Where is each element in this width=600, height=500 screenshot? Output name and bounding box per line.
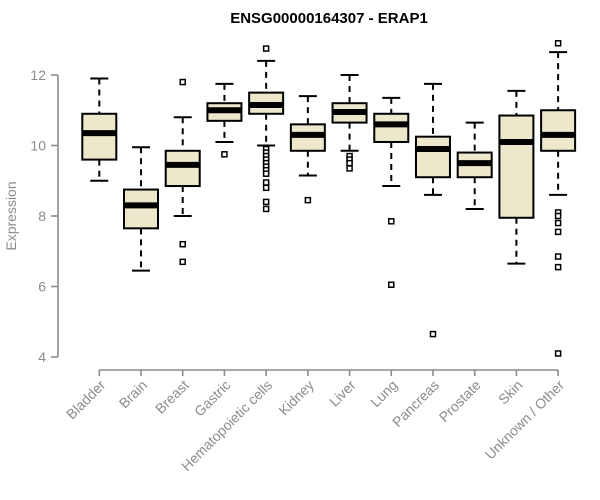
outlier-point bbox=[554, 263, 562, 271]
outlier-point bbox=[262, 205, 270, 213]
boxplot-liver bbox=[331, 74, 368, 172]
outlier-point bbox=[388, 218, 395, 225]
iqr-box bbox=[498, 114, 535, 219]
boxplots-layer bbox=[81, 40, 577, 357]
boxplot-bladder bbox=[81, 77, 118, 182]
outlier-point bbox=[179, 78, 186, 86]
y-tick-label: 6 bbox=[38, 279, 46, 295]
iqr-box bbox=[164, 149, 201, 188]
boxplot-hematopoietic-cells bbox=[248, 45, 285, 213]
y-tick-label: 10 bbox=[30, 138, 46, 154]
outlier-point bbox=[554, 212, 562, 220]
boxplot-unknown-other bbox=[540, 40, 577, 357]
boxplot-breast bbox=[164, 78, 201, 266]
outlier-point bbox=[554, 40, 562, 47]
outlier-point bbox=[221, 151, 228, 158]
outlier-point bbox=[262, 198, 270, 206]
chart-title: ENSG00000164307 - ERAP1 bbox=[230, 10, 428, 27]
outlier-point bbox=[554, 219, 562, 227]
outlier-point bbox=[262, 184, 270, 192]
x-tick-label: Brain bbox=[116, 377, 150, 411]
outlier-point bbox=[554, 253, 562, 260]
boxplot-pancreas bbox=[414, 82, 451, 338]
x-tick-label: Lung bbox=[367, 377, 400, 410]
iqr-box bbox=[123, 188, 160, 230]
x-tick-label: Prostate bbox=[436, 377, 484, 425]
outlier-point bbox=[262, 170, 270, 177]
iqr-box bbox=[540, 109, 577, 152]
outlier-point bbox=[262, 179, 270, 186]
x-tick-label: Breast bbox=[152, 377, 192, 417]
outlier-point bbox=[554, 350, 562, 357]
outlier-point bbox=[388, 281, 395, 288]
boxplot-lung bbox=[373, 96, 410, 288]
outlier-point bbox=[304, 196, 312, 204]
x-tick-label: Liver bbox=[326, 377, 359, 410]
outlier-point bbox=[179, 240, 186, 248]
boxplot-skin bbox=[498, 89, 535, 265]
iqr-box bbox=[414, 135, 451, 179]
outlier-point bbox=[346, 159, 353, 167]
y-axis: 4 6 8 10 12 bbox=[30, 67, 59, 365]
outlier-point bbox=[429, 330, 437, 338]
boxplot-gastric bbox=[206, 82, 243, 158]
outlier-point bbox=[346, 165, 353, 172]
x-tick-label: Kidney bbox=[275, 377, 317, 419]
y-tick-label: 8 bbox=[38, 208, 46, 224]
x-tick-label: Unknown / Other bbox=[482, 377, 568, 463]
y-axis-label: Expression bbox=[3, 181, 19, 250]
x-tick-label: Skin bbox=[495, 377, 526, 408]
outlier-point bbox=[554, 228, 562, 236]
iqr-box bbox=[373, 112, 410, 143]
y-tick-label: 12 bbox=[30, 67, 46, 83]
iqr-box bbox=[81, 112, 118, 161]
boxplot-prostate bbox=[456, 121, 493, 210]
outlier-point bbox=[179, 258, 186, 266]
y-tick-label: 4 bbox=[38, 349, 46, 365]
x-tick-label: Bladder bbox=[63, 377, 109, 423]
boxplot-brain bbox=[123, 146, 160, 272]
boxplot-kidney bbox=[289, 95, 326, 204]
outlier-point bbox=[262, 45, 270, 52]
